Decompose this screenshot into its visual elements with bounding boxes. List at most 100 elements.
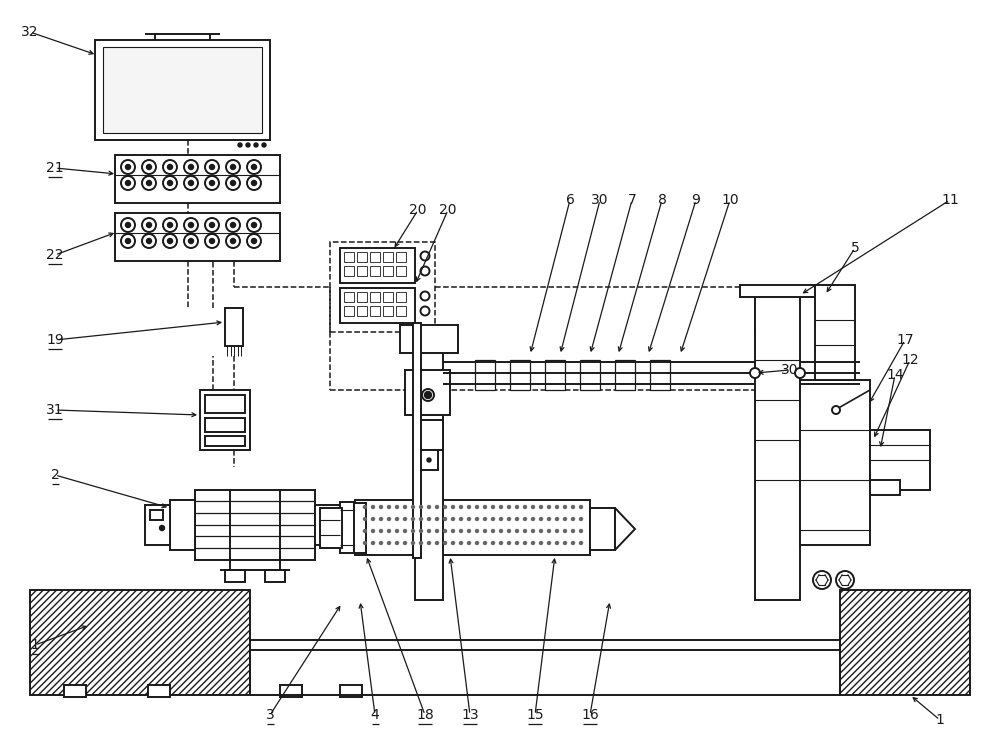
Bar (420, 450, 438, 470)
Circle shape (189, 164, 194, 170)
Bar (755, 290, 800, 600)
Bar (383, 252, 393, 262)
Bar (370, 252, 380, 262)
Bar (415, 330, 443, 600)
Bar (340, 288, 415, 323)
Circle shape (548, 518, 550, 521)
Circle shape (184, 234, 198, 248)
Circle shape (404, 518, 407, 521)
Bar (200, 390, 250, 450)
Circle shape (500, 530, 503, 533)
Circle shape (460, 518, 463, 521)
Circle shape (231, 164, 236, 170)
Circle shape (524, 542, 526, 545)
Bar (590, 508, 615, 550)
Circle shape (580, 518, 582, 521)
Circle shape (147, 181, 152, 185)
Circle shape (524, 530, 526, 533)
Text: 32: 32 (21, 25, 39, 39)
Circle shape (421, 251, 430, 260)
Circle shape (226, 218, 240, 232)
Circle shape (572, 542, 574, 545)
Bar (357, 252, 367, 262)
Circle shape (168, 181, 173, 185)
Circle shape (412, 505, 415, 508)
Bar (225, 570, 245, 582)
Text: 7: 7 (628, 193, 636, 207)
Circle shape (364, 530, 367, 533)
Circle shape (142, 160, 156, 174)
Bar (580, 360, 600, 390)
Text: 12: 12 (901, 353, 919, 367)
Circle shape (436, 542, 439, 545)
Circle shape (420, 505, 423, 508)
Bar (396, 252, 406, 262)
Circle shape (516, 542, 518, 545)
Circle shape (532, 505, 534, 508)
Circle shape (388, 518, 391, 521)
Circle shape (572, 518, 574, 521)
Circle shape (388, 505, 391, 508)
Circle shape (500, 505, 503, 508)
Circle shape (548, 505, 550, 508)
Circle shape (500, 518, 503, 521)
Circle shape (452, 505, 455, 508)
Circle shape (252, 164, 257, 170)
Circle shape (147, 239, 152, 243)
Circle shape (226, 176, 240, 190)
Circle shape (564, 518, 566, 521)
Circle shape (548, 542, 550, 545)
Circle shape (452, 530, 455, 533)
Circle shape (168, 164, 173, 170)
Circle shape (142, 176, 156, 190)
Circle shape (246, 143, 250, 147)
Circle shape (380, 542, 383, 545)
Bar (870, 430, 930, 490)
Circle shape (396, 530, 399, 533)
Circle shape (428, 505, 431, 508)
Circle shape (189, 181, 194, 185)
Circle shape (364, 505, 367, 508)
Circle shape (168, 239, 173, 243)
Bar (115, 213, 280, 261)
Bar (383, 266, 393, 276)
Circle shape (404, 542, 407, 545)
Circle shape (492, 530, 495, 533)
Circle shape (388, 542, 391, 545)
Circle shape (412, 530, 415, 533)
Circle shape (516, 505, 518, 508)
Bar (840, 590, 970, 695)
Text: 8: 8 (658, 193, 666, 207)
Circle shape (428, 530, 431, 533)
Circle shape (468, 518, 471, 521)
Polygon shape (615, 508, 635, 550)
Circle shape (556, 505, 558, 508)
Circle shape (210, 222, 215, 228)
Circle shape (142, 218, 156, 232)
Circle shape (226, 160, 240, 174)
Text: 15: 15 (526, 708, 544, 722)
Circle shape (476, 505, 479, 508)
Circle shape (532, 542, 534, 545)
Text: 1: 1 (31, 638, 39, 652)
Circle shape (163, 160, 177, 174)
Circle shape (436, 505, 439, 508)
Circle shape (262, 143, 266, 147)
Circle shape (556, 542, 558, 545)
Text: 5: 5 (851, 241, 859, 255)
Text: 19: 19 (46, 333, 64, 347)
Circle shape (168, 222, 173, 228)
Circle shape (492, 518, 495, 521)
Text: 9: 9 (692, 193, 700, 207)
Circle shape (126, 164, 131, 170)
Circle shape (205, 218, 219, 232)
Circle shape (121, 176, 135, 190)
Circle shape (564, 542, 566, 545)
Circle shape (580, 542, 582, 545)
Circle shape (421, 307, 430, 315)
Bar (383, 306, 393, 316)
Bar (357, 306, 367, 316)
Circle shape (436, 530, 439, 533)
Bar (344, 306, 354, 316)
Circle shape (444, 542, 447, 545)
